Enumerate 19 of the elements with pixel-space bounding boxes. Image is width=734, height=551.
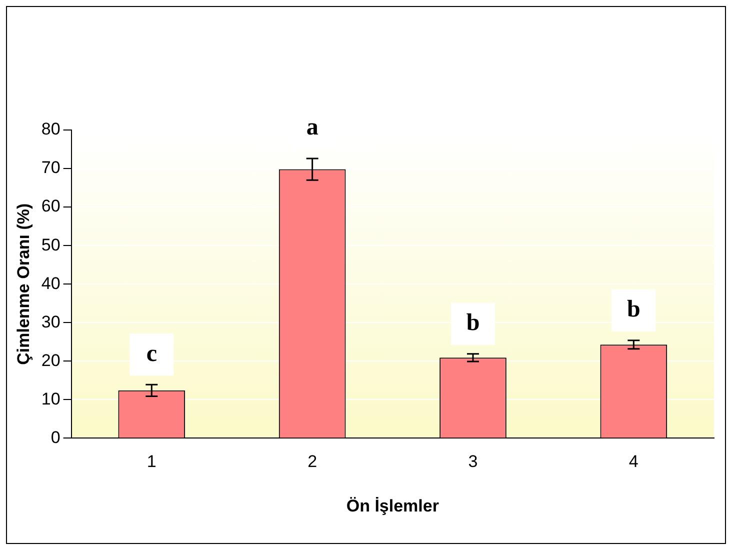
x-tick-label: 3 bbox=[468, 452, 478, 472]
y-tick-label: 10 bbox=[41, 389, 60, 408]
x-tick-label: 2 bbox=[308, 452, 318, 472]
y-tick-label: 30 bbox=[41, 312, 60, 332]
y-tick-label: 20 bbox=[41, 350, 60, 370]
x-tick-label: 1 bbox=[146, 452, 156, 472]
x-axis-title: Ön İşlemler bbox=[346, 496, 440, 516]
y-tick-label: 60 bbox=[41, 196, 60, 216]
y-axis-title: Çimlenme Oranı (%) bbox=[14, 203, 33, 365]
annotation: a bbox=[306, 114, 318, 141]
annotation: b bbox=[466, 310, 480, 336]
x-tick-label: 4 bbox=[628, 452, 638, 472]
y-tick-label: 0 bbox=[50, 428, 60, 447]
y-tick-label: 40 bbox=[41, 274, 60, 293]
y-tick-label: 80 bbox=[41, 120, 60, 139]
annotation: c bbox=[146, 340, 158, 367]
y-tick-label: 70 bbox=[41, 158, 60, 178]
y-tick-label: 50 bbox=[41, 235, 60, 254]
annotation: b bbox=[626, 296, 640, 323]
